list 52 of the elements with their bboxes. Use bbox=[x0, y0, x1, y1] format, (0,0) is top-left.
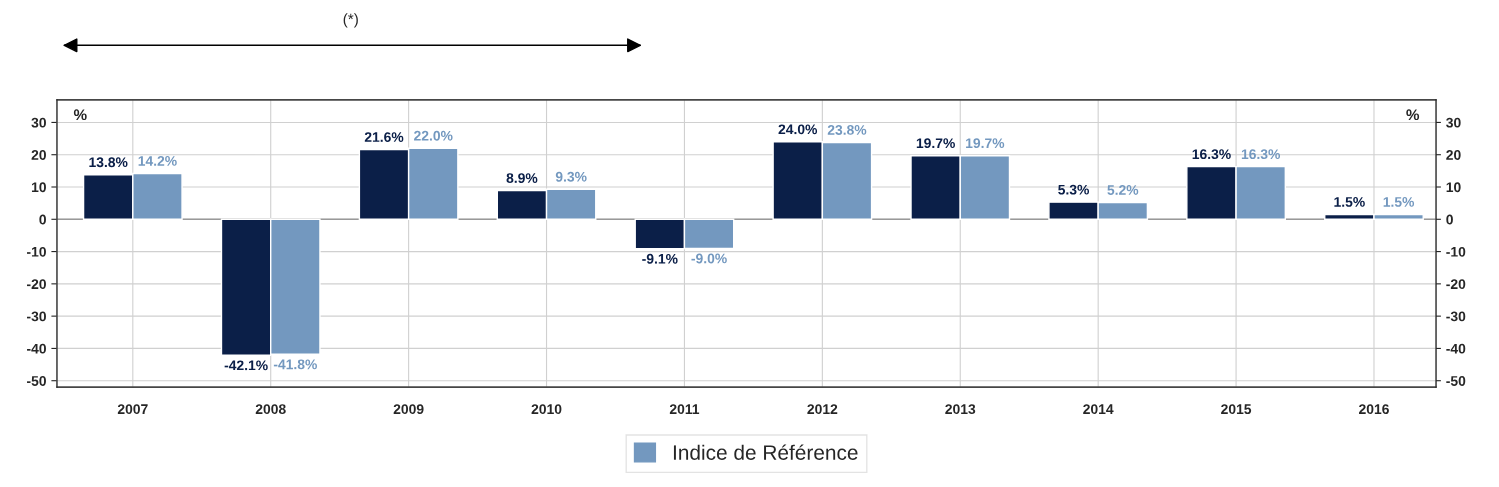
data-label: -9.0% bbox=[691, 253, 727, 264]
data-label: 16.3% bbox=[1241, 149, 1281, 160]
y2-tick-label: 10 bbox=[1446, 182, 1461, 193]
y2-tick-label: 0 bbox=[1446, 214, 1453, 225]
x-tick-label: 2007 bbox=[117, 404, 148, 415]
text: (*) bbox=[343, 13, 358, 28]
y2-tick-label: 20 bbox=[1446, 150, 1461, 160]
y-tick-label: 20 bbox=[31, 150, 46, 160]
data-label: 5.2% bbox=[1107, 185, 1139, 195]
legend-label: Indice de Référence bbox=[673, 444, 858, 460]
x-tick-label: 2010 bbox=[531, 404, 562, 415]
x-tick-label: 2013 bbox=[945, 404, 976, 415]
y-tick-label: -50 bbox=[27, 376, 46, 386]
data-label: 22.0% bbox=[414, 130, 453, 141]
y2-tick-label: 30 bbox=[1446, 117, 1461, 128]
data-label: 14.2% bbox=[138, 156, 177, 166]
y2-tick-label: -50 bbox=[1446, 376, 1466, 386]
y-tick-label: 0 bbox=[39, 214, 46, 225]
x-tick-label: 2012 bbox=[807, 404, 838, 415]
data-label: 9.3% bbox=[555, 171, 587, 182]
x-tick-label: 2009 bbox=[393, 404, 424, 415]
y-axis-title: % bbox=[73, 109, 87, 121]
y-tick-label: 30 bbox=[31, 117, 46, 128]
y-tick-label: 10 bbox=[31, 182, 46, 193]
data-label: 1.5% bbox=[1334, 197, 1365, 207]
data-label: 21.6% bbox=[364, 132, 404, 142]
data-label: 13.8% bbox=[89, 157, 128, 168]
y-tick-label: -20 bbox=[27, 279, 46, 290]
data-label: 23.8% bbox=[827, 125, 867, 135]
y2-tick-label: -10 bbox=[1446, 246, 1466, 257]
x-tick-label: 2015 bbox=[1221, 404, 1252, 415]
x-tick-label: 2016 bbox=[1359, 404, 1389, 415]
data-label: -9.1% bbox=[642, 253, 678, 264]
y-tick-label: -30 bbox=[27, 311, 46, 322]
x-tick-label: 2011 bbox=[669, 404, 700, 415]
data-label: -42.1% bbox=[224, 360, 268, 371]
data-label: 5.3% bbox=[1058, 184, 1090, 195]
y2-axis-title: % bbox=[1406, 109, 1420, 121]
y-tick-label: -40 bbox=[27, 343, 46, 354]
x-tick-label: 2014 bbox=[1083, 404, 1114, 415]
data-label: 24.0% bbox=[778, 124, 818, 135]
data-label: 19.7% bbox=[966, 138, 1005, 149]
data-label: 16.3% bbox=[1192, 149, 1231, 160]
y-tick-label: -10 bbox=[27, 246, 46, 257]
y2-tick-label: -30 bbox=[1446, 311, 1466, 322]
data-label: 8.9% bbox=[506, 173, 538, 183]
data-label: 19.7% bbox=[916, 138, 955, 149]
y2-tick-label: -20 bbox=[1446, 279, 1466, 290]
data-label: -41.8% bbox=[273, 359, 317, 370]
data-label: 1.5% bbox=[1383, 197, 1415, 207]
x-tick-label: 2008 bbox=[255, 404, 286, 415]
y2-tick-label: -40 bbox=[1446, 343, 1466, 354]
